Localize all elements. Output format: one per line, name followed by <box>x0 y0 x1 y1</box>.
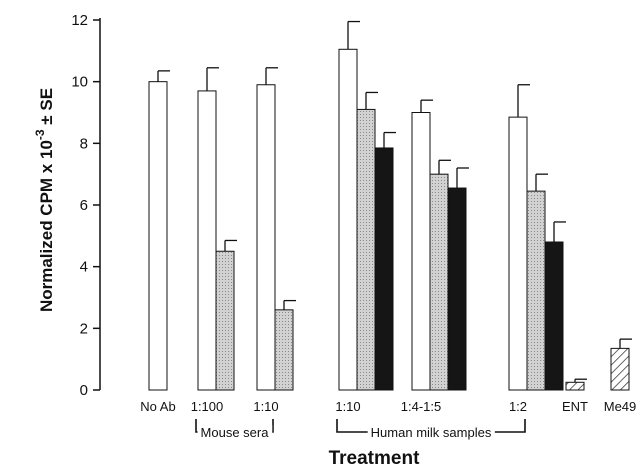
category-label: 1:100 <box>191 399 224 414</box>
category-label: No Ab <box>140 399 175 414</box>
y-tick-label: 6 <box>80 197 88 214</box>
bar-white <box>411 112 431 391</box>
y-axis-label-exponent: -3 <box>33 129 47 140</box>
y-axis-label-suffix: ± SE <box>37 88 56 129</box>
y-tick-label: 4 <box>80 259 88 276</box>
bar-black <box>447 187 467 391</box>
bar-white <box>508 116 528 391</box>
bar-white <box>338 48 358 391</box>
category-label: Me49 <box>604 399 637 414</box>
y-tick-label: 0 <box>80 382 88 399</box>
bar-white <box>148 81 168 391</box>
bar-white <box>197 90 217 391</box>
y-axis-ticks: 0 2 4 6 8 10 12 <box>71 12 100 399</box>
x-axis-label: Treatment <box>329 448 420 469</box>
bar-black <box>374 147 394 391</box>
category-label: 1:10 <box>253 399 278 414</box>
chart-bars <box>148 20 632 391</box>
category-label: 1:4-1:5 <box>401 399 441 414</box>
y-axis-label-main: Normalized CPM x 10 <box>37 140 56 312</box>
category-labels: No Ab 1:100 1:10 1:10 1:4-1:5 1:2 ENT Me49 <box>140 399 636 414</box>
bar-gray <box>526 190 546 391</box>
bar-gray <box>429 173 449 391</box>
bar-gray <box>274 309 294 391</box>
y-tick-label: 8 <box>80 135 88 152</box>
y-axis-label: Normalized CPM x 10-3 ± SE <box>33 88 56 312</box>
category-label: ENT <box>562 399 588 414</box>
bracket-label-bg <box>197 425 273 440</box>
bracket-label: Human milk samples <box>371 425 492 440</box>
y-tick-label: 12 <box>71 12 88 29</box>
bar-gray <box>215 250 235 391</box>
group-brackets: Mouse sera Human milk samples <box>195 419 526 440</box>
bar-hatched <box>610 347 630 391</box>
bar-white <box>256 84 276 391</box>
y-tick-label: 10 <box>71 74 88 91</box>
y-tick-label: 2 <box>80 320 88 337</box>
category-label: 1:2 <box>509 399 527 414</box>
bracket-label-bg <box>367 425 495 440</box>
bracket-label: Mouse sera <box>201 425 270 440</box>
bar-gray <box>356 108 376 391</box>
bar-hatched <box>565 381 585 391</box>
bar-black <box>544 241 564 391</box>
category-label: 1:10 <box>335 399 360 414</box>
